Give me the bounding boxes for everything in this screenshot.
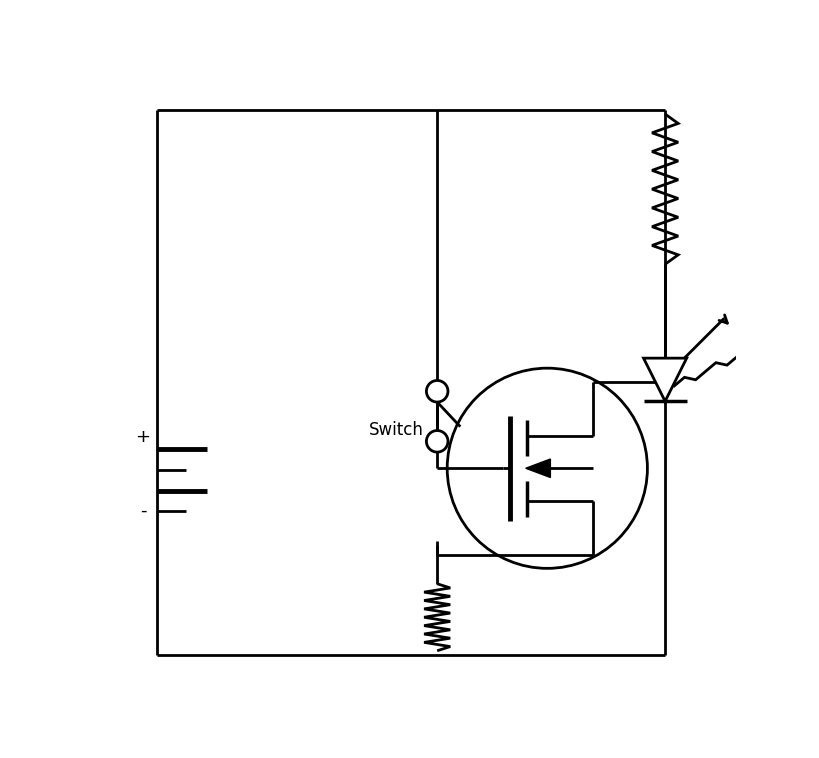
Text: -: -	[139, 502, 146, 520]
Circle shape	[426, 431, 447, 452]
Polygon shape	[643, 358, 686, 401]
Circle shape	[426, 381, 447, 402]
Text: +: +	[135, 428, 151, 446]
Text: Switch: Switch	[368, 421, 423, 439]
Polygon shape	[525, 459, 550, 478]
